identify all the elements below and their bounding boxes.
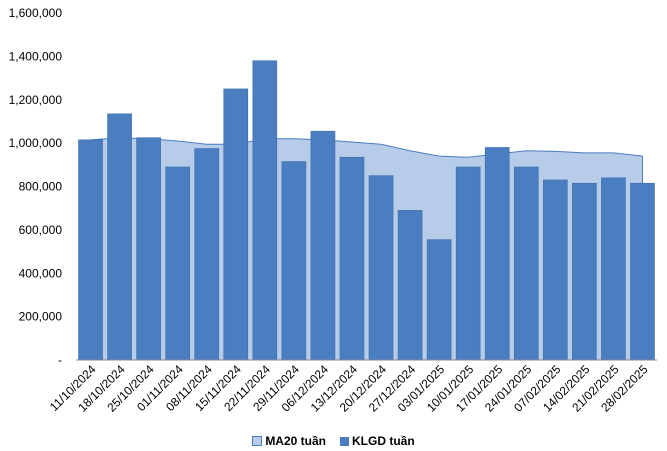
legend-label-klgd: KLGD tuần	[352, 434, 415, 448]
y-tick-label: 1,600,000	[9, 6, 63, 20]
legend-item-ma20: MA20 tuần	[252, 434, 326, 448]
bar-layer	[78, 60, 655, 361]
bar	[252, 60, 278, 361]
y-tick-label: 1,000,000	[9, 136, 63, 150]
bar	[310, 130, 336, 361]
bar	[339, 156, 365, 361]
y-tick-label: 1,400,000	[9, 49, 63, 63]
legend-item-klgd: KLGD tuần	[340, 434, 415, 448]
y-tick-label: 1,200,000	[9, 93, 63, 107]
bar	[107, 113, 132, 361]
bar	[630, 182, 655, 361]
bar	[601, 177, 626, 361]
bar	[136, 137, 161, 361]
y-axis: - 200,000 400,000 600,000 800,000 1,000,000 1,…	[9, 6, 63, 367]
y-tick-label: 200,000	[19, 310, 63, 324]
bar	[572, 182, 597, 361]
bar	[194, 148, 220, 361]
legend-label-ma20: MA20 tuần	[265, 434, 326, 448]
bar	[223, 88, 249, 361]
bar	[368, 175, 394, 361]
y-tick-label: 400,000	[19, 266, 63, 280]
bar	[542, 179, 568, 361]
legend-swatch-klgd	[340, 436, 349, 446]
legend-swatch-ma20	[252, 436, 263, 446]
bar	[165, 166, 190, 361]
legend: MA20 tuần KLGD tuần	[0, 434, 667, 448]
bar	[513, 166, 539, 361]
bar	[397, 210, 423, 361]
bar	[281, 161, 307, 361]
bar	[484, 147, 510, 361]
ma20-line	[90, 137, 643, 158]
x-axis: 11/10/202418/10/202425/10/202401/11/2024…	[47, 359, 657, 415]
bar	[455, 166, 481, 361]
bar	[78, 139, 103, 361]
y-tick-label: 800,000	[19, 180, 63, 194]
bar	[426, 239, 452, 361]
y-tick-label: -	[58, 353, 62, 367]
y-tick-label: 600,000	[19, 223, 63, 237]
